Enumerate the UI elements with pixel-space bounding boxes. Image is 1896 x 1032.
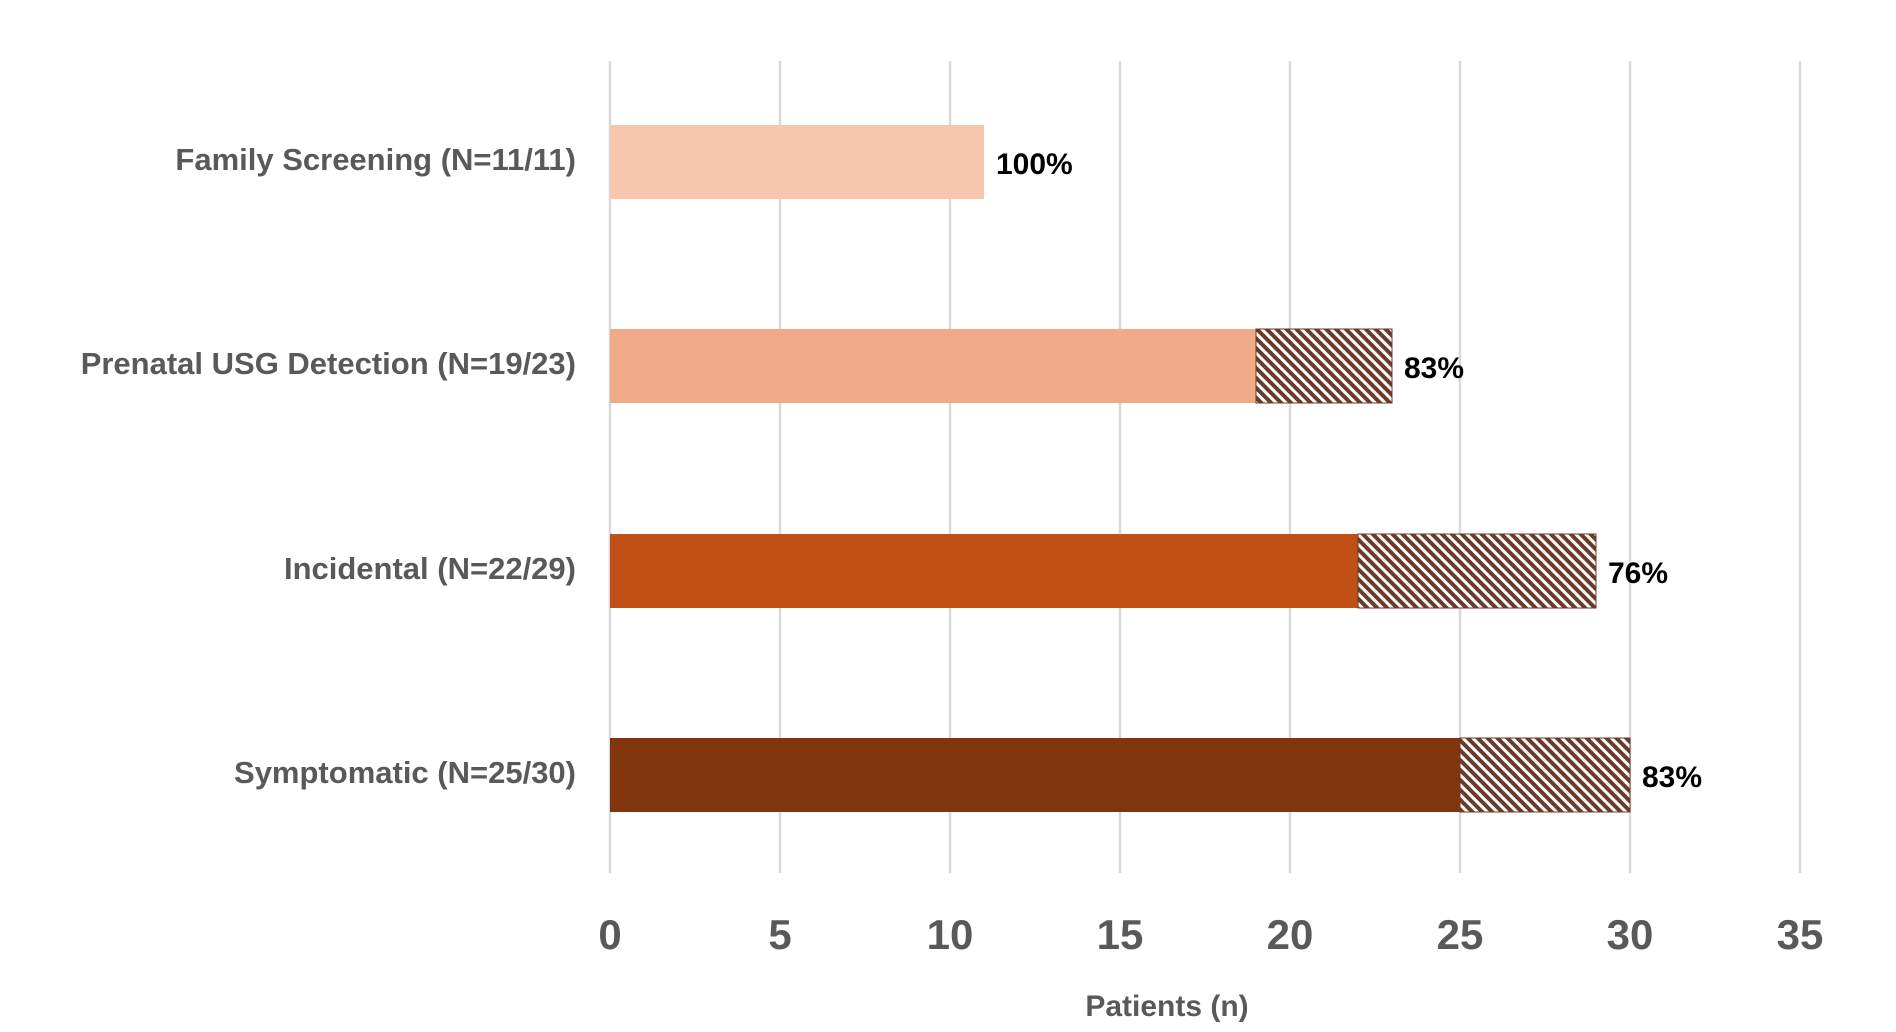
x-tick-label: 5 bbox=[768, 911, 791, 958]
y-tick-label: Family Screening (N=11/11) bbox=[175, 142, 576, 177]
x-axis-title: Patients (n) bbox=[1085, 990, 1248, 1023]
bar bbox=[1357, 533, 1597, 609]
bar-annotation: 83% bbox=[1642, 761, 1702, 794]
bar bbox=[610, 534, 1358, 608]
y-tick-label: Incidental (N=22/29) bbox=[284, 551, 576, 586]
bar bbox=[1255, 328, 1393, 404]
x-tick-label: 35 bbox=[1777, 911, 1824, 958]
x-tick-label: 10 bbox=[927, 911, 974, 958]
bar-annotation: 100% bbox=[996, 148, 1073, 181]
y-tick-label: Symptomatic (N=25/30) bbox=[234, 755, 576, 790]
y-tick-label: Prenatal USG Detection (N=19/23) bbox=[81, 346, 576, 381]
x-tick-label: 15 bbox=[1097, 911, 1144, 958]
bar bbox=[1459, 737, 1631, 813]
bar bbox=[610, 125, 984, 199]
bar-annotation: 76% bbox=[1608, 557, 1668, 590]
bar bbox=[610, 329, 1256, 403]
x-tick-label: 30 bbox=[1607, 911, 1654, 958]
bar-annotation: 83% bbox=[1404, 352, 1464, 385]
x-tick-label: 0 bbox=[598, 911, 621, 958]
x-tick-label: 20 bbox=[1267, 911, 1314, 958]
x-tick-label: 25 bbox=[1437, 911, 1484, 958]
bar bbox=[610, 738, 1460, 812]
